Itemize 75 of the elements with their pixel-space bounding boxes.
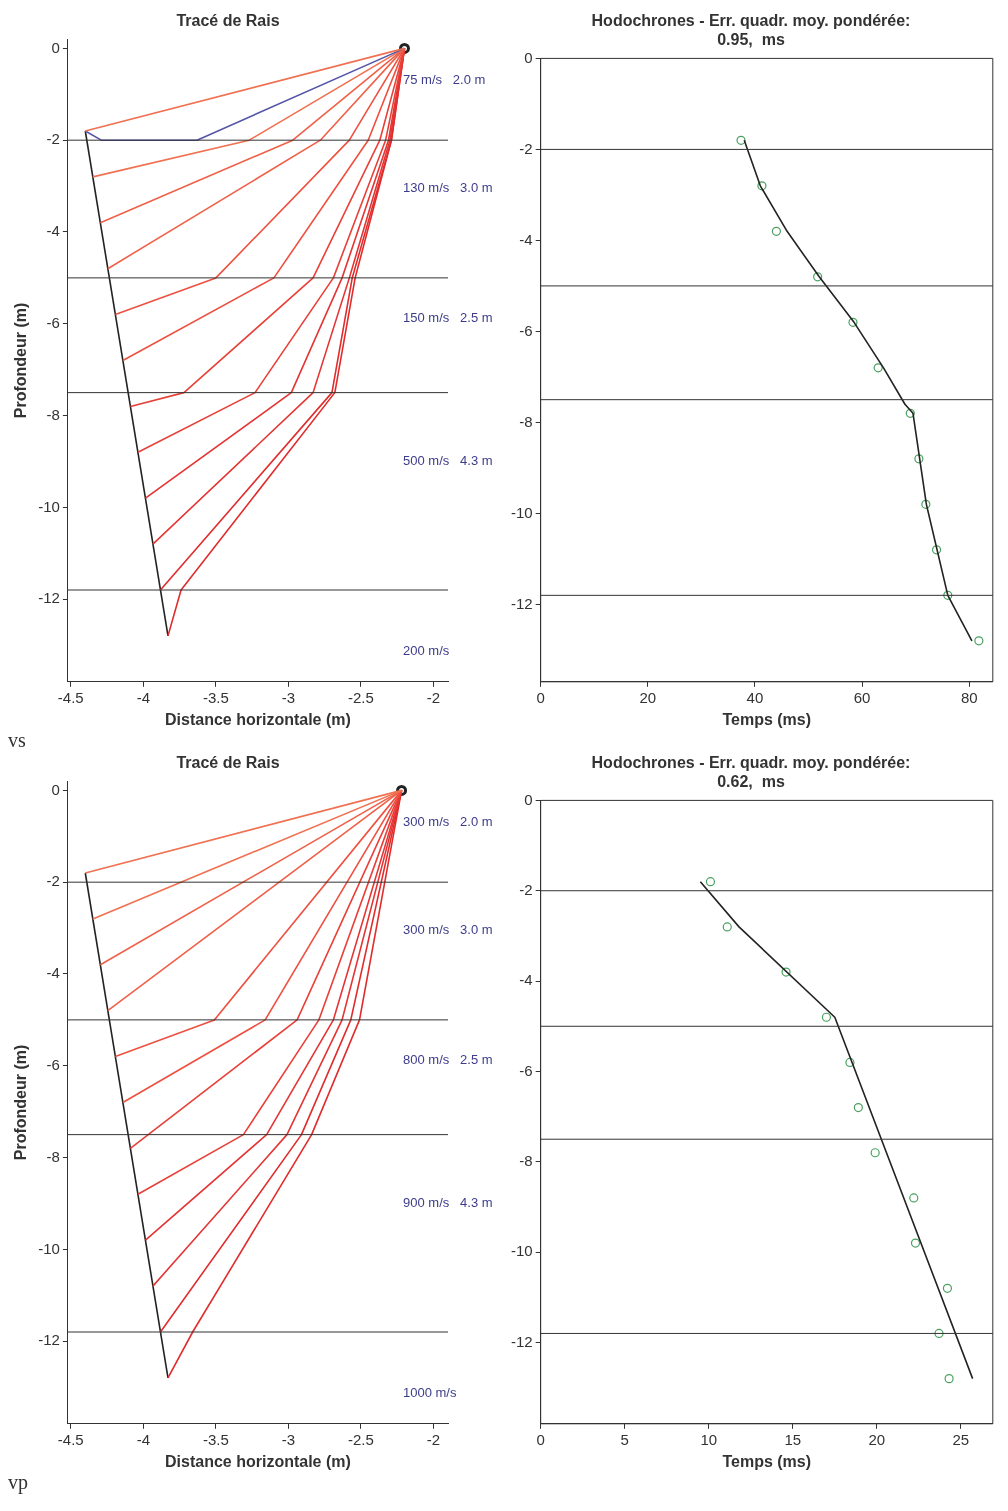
x-tick-label: -4 bbox=[136, 1430, 150, 1448]
y-tick-label: -2 bbox=[519, 139, 533, 157]
x-tick-label: -3.5 bbox=[202, 688, 229, 706]
y-axis-title: Profondeur (m) bbox=[12, 1044, 30, 1161]
y-tick-label: -6 bbox=[519, 1061, 533, 1079]
y-tick-label: -8 bbox=[519, 1151, 533, 1169]
chart-title: Tracé de Rais bbox=[176, 12, 280, 30]
annotation: 150 m/s 2.5 m bbox=[403, 309, 493, 325]
y-tick-label: -4 bbox=[519, 230, 533, 248]
x-tick-label: 5 bbox=[620, 1430, 629, 1448]
y-tick-label: -12 bbox=[510, 1332, 533, 1350]
y-tick-label: 0 bbox=[51, 780, 60, 798]
chart-title: Tracé de Rais bbox=[176, 754, 280, 772]
x-tick-label: 20 bbox=[868, 1430, 886, 1448]
annotation: 130 m/s 3.0 m bbox=[403, 179, 493, 195]
y-tick-label: -2 bbox=[46, 872, 60, 890]
x-tick-label: 15 bbox=[784, 1430, 802, 1448]
y-tick-label: -2 bbox=[519, 880, 533, 898]
x-axis-title: Distance horizontale (m) bbox=[165, 1452, 351, 1470]
y-tick-label: -2 bbox=[46, 130, 60, 148]
y-tick-label: -4 bbox=[46, 222, 60, 240]
x-tick-label: 20 bbox=[639, 688, 657, 706]
annotation: 75 m/s 2.0 m bbox=[403, 72, 486, 88]
x-tick-label: 60 bbox=[853, 688, 871, 706]
x-tick-label: 80 bbox=[960, 688, 978, 706]
y-tick-label: -6 bbox=[46, 313, 60, 331]
y-tick-label: -12 bbox=[510, 594, 533, 612]
text: vp bbox=[8, 1471, 28, 1493]
chart-title: Hodochrones - Err. quadr. moy. pondérée: bbox=[591, 12, 911, 30]
y-tick-label: -4 bbox=[519, 971, 533, 989]
x-axis-title: Temps (ms) bbox=[722, 1452, 812, 1470]
annotation: 1000 m/s bbox=[403, 1385, 457, 1401]
y-tick-label: -6 bbox=[46, 1055, 60, 1073]
annotation: 800 m/s 2.5 m bbox=[403, 1051, 493, 1067]
chart-subtitle: 0.62, ms bbox=[717, 773, 785, 791]
chart-title: Hodochrones - Err. quadr. moy. pondérée: bbox=[591, 754, 911, 772]
y-tick-label: -8 bbox=[519, 412, 533, 430]
y-tick-label: 0 bbox=[524, 790, 533, 808]
x-tick-label: -3 bbox=[281, 688, 296, 706]
y-tick-label: -6 bbox=[519, 321, 533, 339]
y-tick-label: -4 bbox=[46, 964, 60, 982]
x-tick-label: -2 bbox=[426, 1430, 441, 1448]
y-tick-label: -10 bbox=[510, 1242, 533, 1260]
x-tick-label: -3 bbox=[281, 1430, 296, 1448]
y-tick-label: -10 bbox=[510, 503, 533, 521]
y-tick-label: 0 bbox=[51, 38, 60, 56]
x-tick-label: -2.5 bbox=[348, 1430, 374, 1448]
y-tick-label: -12 bbox=[38, 589, 60, 607]
chart-subtitle: 0.95, ms bbox=[717, 31, 785, 49]
y-tick-label: -8 bbox=[46, 1147, 60, 1165]
x-tick-label: 0 bbox=[536, 1430, 545, 1448]
x-tick-label: 40 bbox=[746, 688, 764, 706]
annotation: 300 m/s 3.0 m bbox=[403, 921, 493, 937]
x-tick-label: 10 bbox=[700, 1430, 718, 1448]
x-tick-label: -2 bbox=[426, 688, 441, 706]
x-tick-label: 0 bbox=[536, 688, 545, 706]
x-tick-label: -4.5 bbox=[57, 688, 84, 706]
text: vs bbox=[8, 729, 26, 751]
x-axis-title: Distance horizontale (m) bbox=[165, 710, 351, 728]
annotation: 200 m/s bbox=[403, 643, 450, 659]
x-tick-label: -4.5 bbox=[57, 1430, 84, 1448]
y-tick-label: -10 bbox=[38, 497, 60, 515]
x-tick-label: -2.5 bbox=[348, 688, 374, 706]
annotation: 500 m/s 4.3 m bbox=[403, 453, 493, 469]
y-tick-label: 0 bbox=[524, 48, 533, 66]
y-tick-label: -8 bbox=[46, 405, 60, 423]
x-tick-label: -3.5 bbox=[202, 1430, 229, 1448]
y-tick-label: -12 bbox=[38, 1331, 60, 1349]
y-axis-title: Profondeur (m) bbox=[12, 302, 30, 419]
x-axis-title: Temps (ms) bbox=[722, 710, 812, 728]
annotation: 900 m/s 4.3 m bbox=[403, 1195, 493, 1211]
y-tick-label: -10 bbox=[38, 1239, 60, 1257]
x-tick-label: 25 bbox=[952, 1430, 970, 1448]
annotation: 300 m/s 2.0 m bbox=[403, 814, 493, 830]
x-tick-label: -4 bbox=[136, 688, 150, 706]
